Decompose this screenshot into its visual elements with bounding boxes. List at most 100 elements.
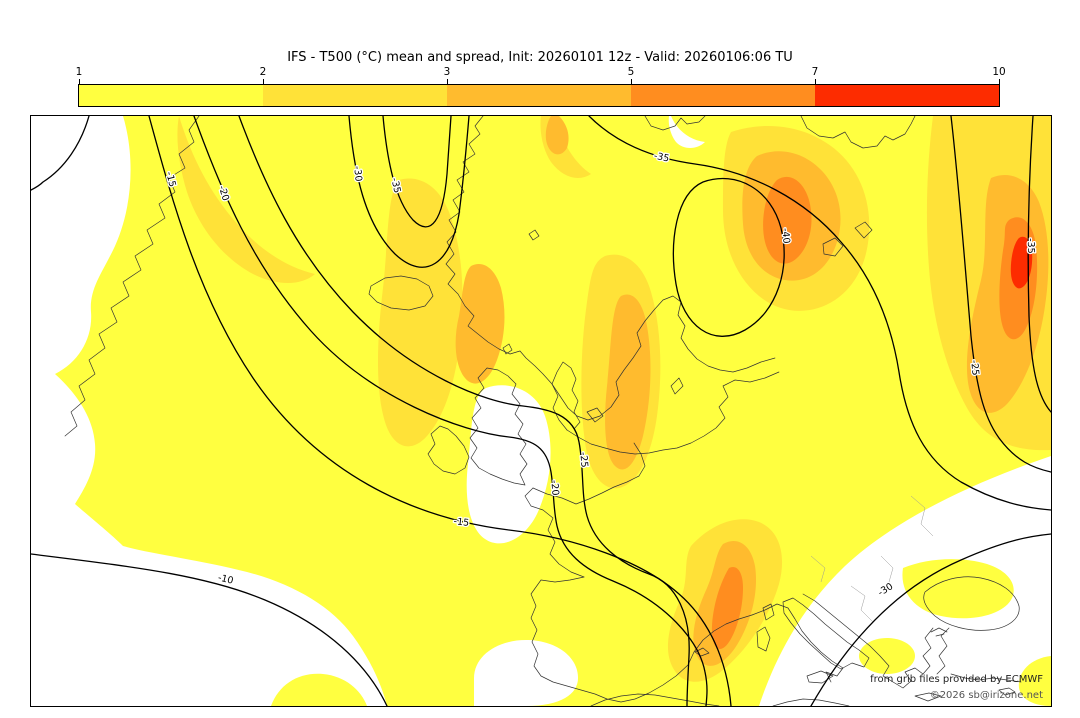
coastline-denmark bbox=[551, 361, 581, 431]
colorbar-tick-label: 1 bbox=[75, 66, 83, 78]
contour-line-minus35-edge bbox=[1027, 116, 1051, 413]
contour-label: -35 bbox=[1025, 238, 1037, 254]
contour-line-minus35-east bbox=[588, 116, 1051, 511]
coastline-corsica bbox=[762, 603, 775, 621]
spread-fill-yellow-southwest bbox=[271, 673, 367, 706]
colorbar-segment-2 bbox=[263, 85, 447, 106]
spread-fill-yellow-blacksea bbox=[902, 559, 1014, 619]
contour-line-minus15 bbox=[148, 116, 732, 706]
coastline-balkans-greece bbox=[802, 593, 934, 689]
contour-label: -10 bbox=[217, 572, 235, 586]
colorbar-tick-label: 2 bbox=[259, 66, 267, 78]
colorbar-segment-3 bbox=[447, 85, 631, 106]
contour-line-minus40-closed bbox=[672, 177, 785, 337]
coastline-kola bbox=[800, 116, 916, 149]
spread-fill-yellow-aegean bbox=[859, 638, 915, 674]
coastline-sardinia bbox=[756, 626, 771, 652]
credits-source: from grib files provided by ECMWF bbox=[870, 674, 1043, 685]
coastline-iberia bbox=[530, 576, 753, 703]
coastline-marmara bbox=[930, 627, 948, 637]
coastline-zealand bbox=[586, 407, 604, 423]
coastline-channel-northsea bbox=[532, 442, 646, 505]
weather-map: -15 -20 -30 -35 -35 -40 -20 -25 -15 -10 … bbox=[31, 116, 1051, 706]
contour-line-minus25-east bbox=[950, 116, 1051, 473]
coastline-scandinavia bbox=[445, 116, 776, 421]
contour-line-corner-nw bbox=[31, 116, 90, 191]
contour-line-minus25 bbox=[238, 116, 690, 706]
coastline-africa-east bbox=[772, 698, 850, 706]
borders-layer bbox=[810, 495, 934, 623]
coastline-svalbard bbox=[644, 116, 706, 131]
spread-low-top-notch bbox=[668, 116, 705, 148]
contour-labels-layer: -15 -20 -30 -35 -35 -40 -20 -25 -15 -10 … bbox=[162, 149, 1038, 600]
coastline-iceland bbox=[368, 275, 434, 311]
contour-label: -40 bbox=[779, 228, 791, 244]
contour-label: -25 bbox=[968, 359, 981, 376]
coastline-cyprus bbox=[998, 687, 1016, 696]
colorbar-tick-label: 10 bbox=[992, 66, 1006, 78]
colorbar-tick bbox=[999, 79, 1000, 84]
map-panel: -15 -20 -30 -35 -35 -40 -20 -25 -15 -10 … bbox=[30, 115, 1052, 707]
credits-copyright: ©2026 sb@irizone.net bbox=[930, 690, 1043, 701]
contour-line-minus35-tongue bbox=[382, 116, 452, 228]
colorbar-tick bbox=[263, 79, 264, 84]
coastline-britain bbox=[469, 367, 528, 486]
colorbar-tick-label: 5 bbox=[627, 66, 635, 78]
coastline-turkey-south bbox=[950, 673, 1022, 683]
contour-lines-layer bbox=[31, 116, 1051, 706]
coastline-faroe bbox=[528, 229, 540, 241]
coastline-riviera-italy bbox=[751, 603, 844, 683]
colorbar: 1 2 3 5 7 10 bbox=[76, 66, 1006, 107]
colorbar-segment-4 bbox=[631, 85, 815, 106]
contour-label: -20 bbox=[548, 480, 560, 496]
contour-label: -15 bbox=[163, 171, 177, 189]
spread-fill-orange-norway bbox=[455, 264, 505, 384]
colorbar-tick-label: 3 bbox=[443, 66, 451, 78]
spread-core-red-east bbox=[1010, 236, 1033, 289]
coastline-greenland bbox=[64, 116, 200, 437]
contour-label: -35 bbox=[388, 177, 402, 194]
coastline-baltics bbox=[566, 371, 780, 455]
coastline-gotland bbox=[670, 377, 684, 395]
page-title: IFS - T500 (°C) mean and spread, Init: 2… bbox=[287, 50, 793, 65]
coastline-france-west bbox=[524, 487, 585, 578]
spread-core-northeast bbox=[763, 176, 812, 264]
contour-label: -15 bbox=[453, 516, 470, 529]
contour-line-minus30-southeast bbox=[810, 533, 1051, 706]
colorbar-tick-label: 7 bbox=[811, 66, 819, 78]
coastline-italy-peninsula bbox=[782, 597, 870, 670]
colorbar-tick bbox=[447, 79, 448, 84]
coastline-black-sea bbox=[923, 576, 1020, 631]
spread-fill-orange-top-small bbox=[545, 116, 569, 155]
coastline-crete bbox=[914, 692, 942, 702]
border-balkans-1 bbox=[880, 555, 894, 583]
spread-fill-orange-central bbox=[605, 294, 651, 470]
contour-label: -35 bbox=[653, 151, 670, 165]
spread-core-south bbox=[711, 566, 743, 649]
colorbar-segment-1 bbox=[79, 85, 263, 106]
contour-label: -30 bbox=[351, 165, 364, 182]
contour-label: -20 bbox=[216, 184, 231, 202]
border-east-1 bbox=[910, 495, 934, 537]
spread-fill-gold-nw bbox=[177, 116, 315, 283]
coastline-lake-ladoga bbox=[822, 237, 844, 257]
colorbar-tick bbox=[79, 79, 80, 84]
border-balkans-2 bbox=[850, 585, 874, 623]
contour-label: -25 bbox=[577, 452, 589, 468]
spread-low-bottom-center bbox=[474, 640, 578, 706]
coastline-ireland bbox=[427, 425, 470, 475]
border-balkans-3 bbox=[810, 555, 826, 583]
contour-line-minus10 bbox=[31, 553, 388, 706]
coastline-lake-onega bbox=[854, 221, 873, 239]
colorbar-segment-5 bbox=[815, 85, 999, 106]
coastlines-layer bbox=[64, 116, 1022, 706]
coastline-africa-west bbox=[590, 693, 720, 706]
coastline-shetland bbox=[502, 343, 513, 355]
colorbar-tick bbox=[815, 79, 816, 84]
colorbar-tick bbox=[631, 79, 632, 84]
spread-fill-gold-norwegian-sea bbox=[378, 178, 463, 447]
contour-line-minus20 bbox=[193, 116, 708, 706]
contour-line-minus30-tongue bbox=[348, 116, 470, 268]
spread-fill-yellow-corner bbox=[1018, 656, 1051, 706]
